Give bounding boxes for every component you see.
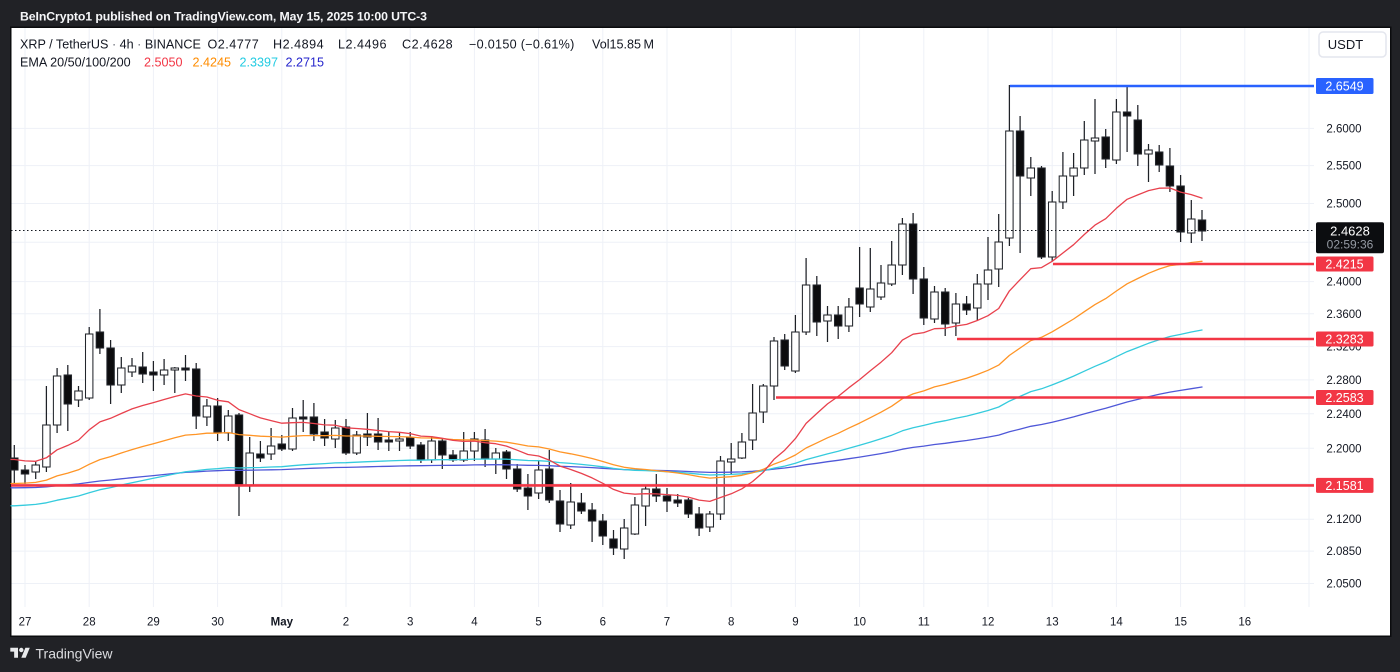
svg-text:2: 2	[343, 617, 349, 629]
svg-text:O2.4777: O2.4777	[208, 38, 260, 52]
svg-text:5: 5	[535, 617, 541, 629]
svg-text:2.1581: 2.1581	[1325, 479, 1363, 493]
svg-text:C2.4628: C2.4628	[402, 38, 453, 52]
svg-text:2.0500: 2.0500	[1326, 579, 1361, 591]
svg-text:Vol15.85 M: Vol15.85 M	[592, 38, 654, 52]
svg-text:6: 6	[600, 617, 606, 629]
svg-text:2.6000: 2.6000	[1326, 123, 1361, 135]
svg-text:L2.4496: L2.4496	[338, 38, 387, 52]
svg-text:2.5050: 2.5050	[144, 56, 183, 70]
svg-text:16: 16	[1238, 617, 1251, 629]
svg-text:3: 3	[407, 617, 413, 629]
svg-text:USDT: USDT	[1328, 37, 1363, 52]
svg-text:2.2000: 2.2000	[1326, 443, 1361, 455]
svg-text:2.2583: 2.2583	[1325, 391, 1363, 405]
svg-text:9: 9	[792, 617, 798, 629]
svg-text:29: 29	[147, 617, 160, 629]
svg-text:May: May	[271, 617, 294, 629]
svg-text:2.3397: 2.3397	[240, 56, 279, 70]
svg-text:14: 14	[1110, 617, 1123, 629]
svg-text:EMA 20/50/100/200: EMA 20/50/100/200	[20, 56, 131, 70]
svg-text:2.0850: 2.0850	[1326, 546, 1361, 558]
svg-text:2.5000: 2.5000	[1326, 199, 1361, 211]
svg-text:XRP / TetherUS · 4h · BINANCE: XRP / TetherUS · 4h · BINANCE	[20, 38, 201, 52]
svg-text:10: 10	[853, 617, 866, 629]
svg-text:TradingView: TradingView	[36, 646, 114, 662]
svg-text:2.4000: 2.4000	[1326, 277, 1361, 289]
svg-text:2.4628: 2.4628	[1330, 223, 1370, 238]
svg-text:28: 28	[83, 617, 96, 629]
svg-text:2.5500: 2.5500	[1326, 161, 1361, 173]
svg-text:H2.4894: H2.4894	[273, 38, 324, 52]
svg-text:2.2715: 2.2715	[286, 56, 325, 70]
svg-text:12: 12	[982, 617, 995, 629]
svg-text:02:59:36: 02:59:36	[1327, 238, 1374, 252]
svg-text:15: 15	[1174, 617, 1187, 629]
svg-text:30: 30	[211, 617, 224, 629]
svg-text:4: 4	[471, 617, 478, 629]
svg-text:13: 13	[1046, 617, 1059, 629]
svg-text:−0.0150 (−0.61%): −0.0150 (−0.61%)	[469, 38, 575, 52]
svg-text:BeInCrypto1 published on Tradi: BeInCrypto1 published on TradingView.com…	[20, 10, 427, 24]
svg-text:11: 11	[918, 617, 930, 629]
svg-text:2.4245: 2.4245	[193, 56, 232, 70]
svg-text:8: 8	[728, 617, 734, 629]
svg-text:2.2400: 2.2400	[1326, 409, 1361, 421]
svg-text:27: 27	[19, 617, 32, 629]
svg-text:2.6549: 2.6549	[1325, 79, 1363, 93]
svg-text:2.1200: 2.1200	[1326, 514, 1361, 526]
svg-text:2.2800: 2.2800	[1326, 375, 1361, 387]
svg-text:2.3283: 2.3283	[1325, 332, 1363, 346]
svg-text:2.3600: 2.3600	[1326, 309, 1361, 321]
svg-text:2.4215: 2.4215	[1325, 257, 1363, 271]
svg-text:7: 7	[664, 617, 670, 629]
